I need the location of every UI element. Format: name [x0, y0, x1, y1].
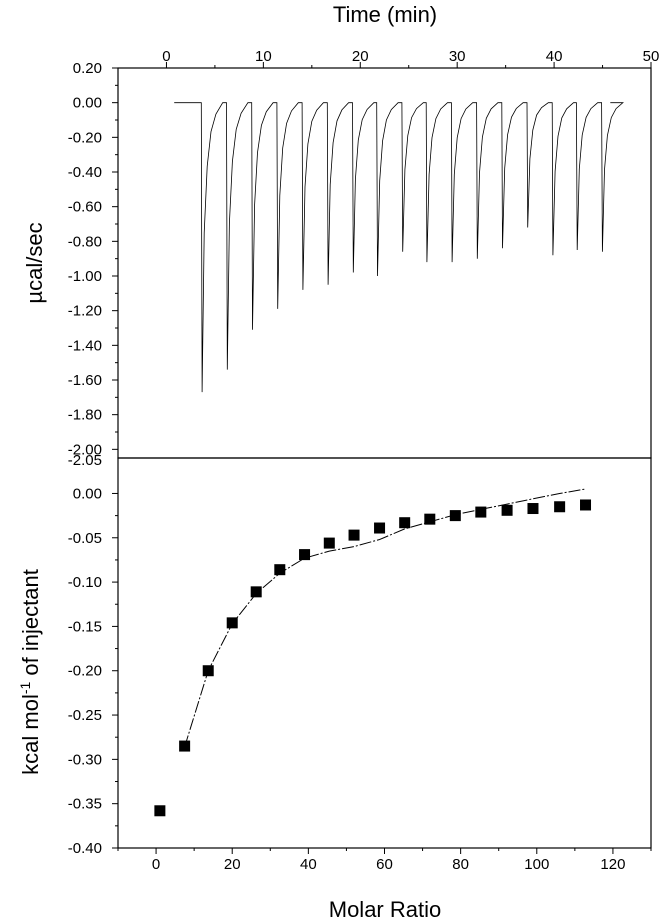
heat-rate-tick-label: -0.60: [68, 199, 102, 216]
enthalpy-tick-label: -0.15: [68, 618, 102, 635]
binding-isotherm-panel: 0 20 40 60 80 100 120 0.00 -0.05 -0.10 -0.15 -0.20…: [17, 457, 652, 922]
y-axis-title-part2: of injectant: [18, 569, 43, 682]
enthalpy-axis-ticks: 0.00 -0.05 -0.10 -0.15 -0.20 -0.25 -0.30 -0.35 -…: [68, 485, 118, 857]
data-point: [424, 513, 436, 525]
time-axis-ticks: 0 10 20 30 40 50: [162, 48, 659, 68]
time-tick-label: 10: [255, 48, 272, 65]
molar-ratio-tick-label: 120: [600, 856, 625, 873]
enthalpy-tick-label: 0.00: [73, 485, 102, 502]
heat-flow-path: [174, 102, 624, 393]
fit-line-path: [184, 488, 586, 748]
isotherm-frame: [117, 457, 652, 849]
molar-ratio-tick-label: 0: [152, 856, 160, 873]
data-point: [399, 517, 411, 529]
thermogram-panel: 0 10 20 30 40 50 0.20 0.00 -0.20 -0.40 -0.60 -0.80…: [22, 2, 659, 469]
data-point: [527, 503, 539, 515]
enthalpy-tick-label: -0.25: [68, 707, 102, 724]
time-tick-label: 30: [449, 48, 466, 65]
top-x-axis-title: Time (min): [333, 2, 437, 27]
heat-rate-tick-label: -1.80: [68, 407, 102, 424]
time-tick-label: 0: [162, 48, 170, 65]
enthalpy-tick-label: -0.20: [68, 663, 102, 680]
data-point: [374, 522, 386, 534]
bottom-x-axis-title: Molar Ratio: [329, 897, 441, 922]
data-point: [154, 805, 166, 817]
heat-rate-tick-label: 0.20: [73, 60, 102, 77]
heat-flow-trace: [174, 102, 624, 393]
enthalpy-tick-label: -0.10: [68, 574, 102, 591]
data-point: [323, 537, 335, 549]
bottom-overlap-tick-label: -2.05: [68, 452, 102, 469]
time-tick-label: 50: [643, 48, 660, 65]
molar-ratio-tick-label: 60: [376, 856, 393, 873]
data-point: [501, 504, 513, 516]
molar-ratio-tick-label: 80: [452, 856, 469, 873]
heat-rate-tick-label: -1.20: [68, 303, 102, 320]
data-point: [179, 740, 191, 752]
y-axis-title-part1: kcal mol: [18, 694, 43, 775]
y-axis-title-superscript: -1: [17, 681, 33, 694]
data-point: [449, 510, 461, 522]
data-point: [299, 549, 311, 561]
heat-rate-tick-label: -0.20: [68, 129, 102, 146]
bottom-y-axis-title: kcal mol-1 of injectant: [17, 569, 43, 775]
data-point: [580, 499, 592, 511]
enthalpy-tick-label: -0.05: [68, 530, 102, 547]
heat-rate-tick-label: -1.40: [68, 337, 102, 354]
heat-rate-tick-label: -2.00: [68, 441, 102, 458]
enthalpy-tick-label: -0.35: [68, 796, 102, 813]
data-point: [554, 501, 566, 513]
enthalpy-tick-label: -0.30: [68, 751, 102, 768]
thermogram-frame: [117, 67, 652, 459]
heat-rate-axis-ticks: 0.20 0.00 -0.20 -0.40 -0.60 -0.80 -1.00 -1.20 -1…: [68, 60, 118, 458]
molar-ratio-tick-label: 20: [224, 856, 241, 873]
heat-rate-tick-label: 0.00: [73, 95, 102, 112]
heat-rate-tick-label: -1.60: [68, 372, 102, 389]
data-point: [226, 617, 238, 629]
molar-ratio-axis-ticks: 0 20 40 60 80 100 120: [117, 848, 652, 873]
fit-line: [184, 488, 586, 748]
data-point: [250, 586, 262, 598]
time-tick-label: 20: [352, 48, 369, 65]
data-points: [154, 499, 592, 817]
top-y-axis-title: µcal/sec: [22, 222, 47, 303]
heat-rate-tick-label: -0.40: [68, 164, 102, 181]
data-point: [475, 506, 487, 518]
time-tick-label: 40: [546, 48, 563, 65]
molar-ratio-tick-label: 40: [300, 856, 317, 873]
data-point: [202, 665, 214, 677]
data-point: [274, 564, 286, 576]
heat-rate-tick-label: -0.80: [68, 233, 102, 250]
heat-rate-tick-label: -1.00: [68, 268, 102, 285]
enthalpy-tick-label: -0.40: [68, 840, 102, 857]
molar-ratio-tick-label: 100: [524, 856, 549, 873]
data-point: [348, 529, 360, 541]
